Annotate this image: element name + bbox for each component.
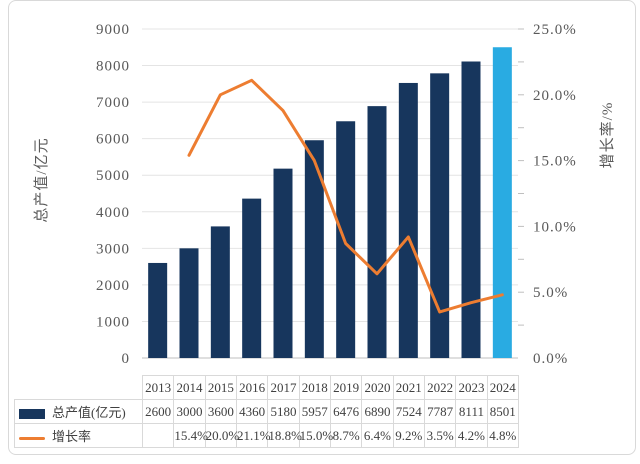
series-label-cell-growth: 增长率	[14, 423, 143, 448]
right-axis-tick-label-15.0: 15.0%	[533, 154, 577, 170]
year-cell-2021: 2021	[392, 375, 425, 400]
right-axis-tick-label-10.0: 10.0%	[533, 219, 577, 235]
right-axis-tick-label-20.0: 20.0%	[533, 88, 577, 104]
legend-line-swatch	[19, 436, 45, 440]
year-cell-2015: 2015	[204, 375, 237, 400]
table-corner-cell	[15, 376, 143, 400]
right-axis-tick-marks	[518, 28, 524, 326]
output-value-cell-2016: 4360	[235, 399, 269, 424]
left-axis-tick-label-4000: 4000	[96, 205, 130, 221]
bar-2016[interactable]	[242, 198, 262, 358]
growth-value-cell-2022: 3.5%	[423, 423, 457, 448]
bar-2018[interactable]	[304, 140, 324, 358]
right-axis-tick-labels: 25.0% 20.0% 15.0% 10.0% 5.0% 0.0%	[533, 22, 577, 367]
output-value-cell-2017: 5180	[267, 399, 300, 424]
growth-value-cell-2024: 4.8%	[486, 423, 519, 448]
bar-2015[interactable]	[210, 226, 230, 358]
growth-value-cell-2023: 4.2%	[455, 423, 488, 448]
output-value-cell-2019: 6476	[329, 399, 363, 424]
year-cell-2020: 2020	[361, 375, 394, 400]
right-axis-tick-label-0.0: 0.0%	[533, 351, 568, 367]
bar-2022[interactable]	[430, 73, 450, 358]
left-axis-tick-label-5000: 5000	[96, 168, 130, 184]
right-axis-title: 增长率/%	[599, 102, 616, 169]
growth-value-cell-2016: 21.1%	[235, 423, 271, 448]
bar-2023[interactable]	[461, 61, 481, 358]
growth-value-cell-2014: 15.4%	[173, 423, 208, 448]
left-axis-tick-label-8000: 8000	[96, 59, 130, 75]
right-axis-tick-label-5.0: 5.0%	[533, 285, 568, 301]
line-series	[187, 78, 504, 314]
series-name: 总产值(亿元)	[52, 405, 126, 420]
output-value-cell-2015: 3600	[204, 399, 237, 424]
left-axis-tick-label-0: 0	[122, 351, 131, 367]
output-value-cell-2024: 8501	[486, 399, 519, 424]
output-value-cell-2022: 7787	[423, 399, 457, 424]
growth-value-cell-2015: 20.0%	[204, 423, 239, 448]
growth-value-cell-2013	[141, 423, 175, 448]
output-value-cell-2021: 7524	[392, 399, 425, 424]
left-axis-tick-label-3000: 3000	[96, 241, 130, 257]
bar-2020[interactable]	[367, 106, 387, 358]
bar-2014[interactable]	[179, 248, 199, 358]
output-value-cell-2020: 6890	[361, 399, 394, 424]
bar-2021[interactable]	[398, 82, 418, 359]
left-axis-tick-label-9000: 9000	[96, 22, 130, 38]
left-axis-tick-label-2000: 2000	[96, 278, 130, 294]
series-name: 增长率	[52, 429, 92, 444]
growth-value-cell-2017: 18.8%	[267, 423, 302, 448]
year-cell-2023: 2023	[455, 375, 488, 400]
bar-2013[interactable]	[148, 262, 168, 358]
year-cell-2024: 2024	[486, 375, 519, 400]
output-value-cell-2023: 8111	[455, 399, 488, 424]
year-cell-2017: 2017	[267, 375, 300, 400]
left-axis-title: 总产值/亿元	[33, 137, 50, 222]
growth-value-cell-2020: 6.4%	[361, 423, 394, 448]
series-label-cell-output: 总产值(亿元)	[14, 399, 143, 424]
output-value-cell-2014: 3000	[173, 399, 206, 424]
legend-bar-swatch	[19, 409, 45, 420]
left-axis-tick-label-6000: 6000	[96, 132, 130, 148]
chart-data-table: 2013 2014 2015 2016 2017 2018 2019 2020 2021 2022…	[14, 375, 519, 448]
year-cell-2022: 2022	[423, 375, 457, 400]
output-value-cell-2018: 5957	[298, 399, 331, 424]
year-cell-2013: 2013	[141, 375, 175, 400]
growth-rate-line[interactable]	[187, 78, 504, 314]
year-cell-2019: 2019	[329, 375, 363, 400]
bar-2017[interactable]	[273, 168, 293, 358]
growth-value-cell-2021: 9.2%	[392, 423, 425, 448]
output-value-cell-2013: 2600	[141, 399, 175, 424]
bar-series	[148, 47, 512, 359]
left-axis-tick-label-7000: 7000	[96, 95, 130, 111]
year-cell-2018: 2018	[298, 375, 331, 400]
gridlines	[142, 28, 518, 322]
year-cell-2016: 2016	[235, 375, 269, 400]
left-axis-tick-labels: 9000 8000 7000 6000 5000 4000 3000 2000 1000 0	[96, 22, 131, 367]
growth-value-cell-2019: 8.7%	[329, 423, 363, 448]
growth-value-cell-2018: 15.0%	[298, 423, 333, 448]
left-axis-tick-label-1000: 1000	[96, 314, 130, 330]
bar-2024[interactable]	[492, 47, 512, 359]
year-cell-2014: 2014	[173, 375, 206, 400]
right-axis-tick-label-25.0: 25.0%	[533, 22, 577, 38]
